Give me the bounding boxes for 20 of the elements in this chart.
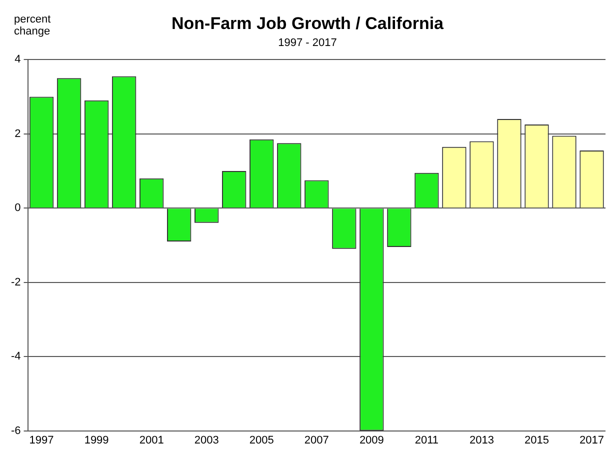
x-tick-label: 2007 <box>304 434 329 446</box>
x-tick-label: 1997 <box>29 434 54 446</box>
y-tick-label: -6 <box>11 424 21 437</box>
chart-title: Non-Farm Job Growth / California <box>171 14 444 33</box>
y-axis-title: percent change <box>14 14 51 38</box>
x-tick-label: 2013 <box>469 434 494 446</box>
y-tick-label: 2 <box>14 128 21 140</box>
x-tick-label: 2003 <box>194 434 219 446</box>
x-tick-label: 2017 <box>580 434 604 446</box>
x-tick-label: 2009 <box>359 434 384 446</box>
chart-subtitle: 1997 - 2017 <box>278 37 337 50</box>
y-tick-label: -2 <box>11 276 21 288</box>
y-tick-label: -4 <box>11 350 21 363</box>
x-tick-label: 1999 <box>84 434 109 446</box>
x-tick-label: 2011 <box>414 434 439 446</box>
x-tick-label: 2001 <box>139 434 164 446</box>
x-tick-label: 2005 <box>249 434 274 446</box>
y-tick-label: 4 <box>14 54 21 66</box>
y-tick-label: 0 <box>14 202 21 214</box>
x-tick-label: 2015 <box>524 434 549 446</box>
